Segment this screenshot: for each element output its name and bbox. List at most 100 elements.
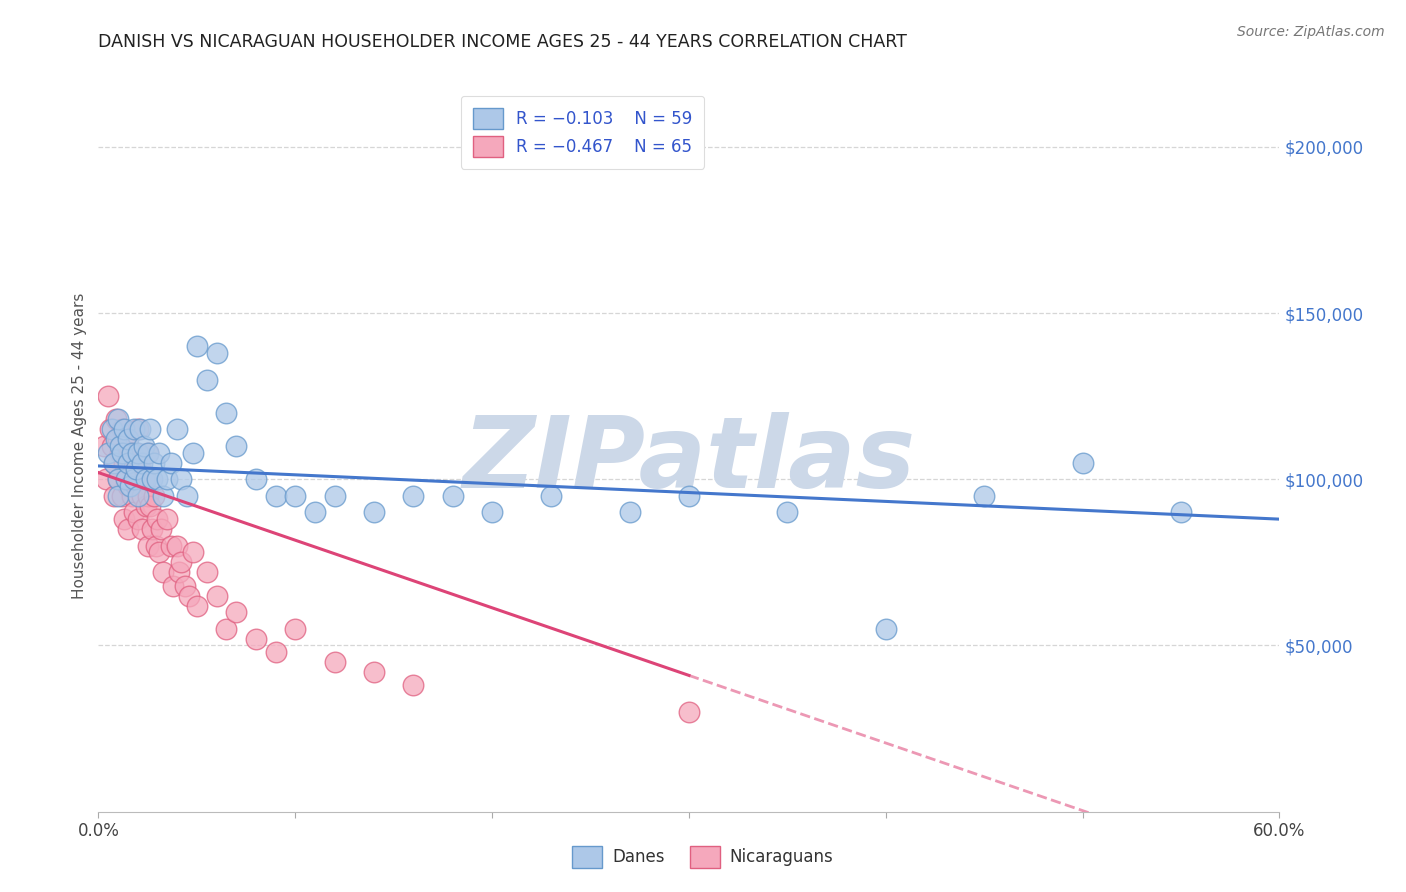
Point — [148, 445, 170, 459]
Point — [162, 579, 184, 593]
Point — [121, 445, 143, 459]
Point — [127, 445, 149, 459]
Point — [107, 412, 129, 426]
Text: ZIPatlas: ZIPatlas — [463, 412, 915, 509]
Point — [105, 412, 128, 426]
Point — [136, 445, 159, 459]
Point — [125, 462, 148, 476]
Point — [107, 433, 129, 447]
Point — [141, 472, 163, 486]
Point — [112, 456, 135, 470]
Point — [170, 555, 193, 569]
Point — [177, 589, 200, 603]
Point — [141, 522, 163, 536]
Point — [135, 472, 157, 486]
Point — [138, 499, 160, 513]
Point — [156, 472, 179, 486]
Point — [127, 512, 149, 526]
Point — [105, 433, 128, 447]
Point — [93, 439, 115, 453]
Point — [195, 566, 218, 580]
Point — [148, 545, 170, 559]
Point — [481, 506, 503, 520]
Point — [156, 512, 179, 526]
Point — [135, 499, 157, 513]
Point — [117, 439, 139, 453]
Point — [145, 539, 167, 553]
Point — [128, 422, 150, 436]
Point — [101, 439, 124, 453]
Point — [540, 489, 562, 503]
Legend: R = −0.103    N = 59, R = −0.467    N = 65: R = −0.103 N = 59, R = −0.467 N = 65 — [461, 96, 704, 169]
Point — [131, 522, 153, 536]
Point — [304, 506, 326, 520]
Point — [166, 422, 188, 436]
Point — [323, 489, 346, 503]
Point — [97, 389, 120, 403]
Point — [186, 599, 208, 613]
Point — [1071, 456, 1094, 470]
Text: DANISH VS NICARAGUAN HOUSEHOLDER INCOME AGES 25 - 44 YEARS CORRELATION CHART: DANISH VS NICARAGUAN HOUSEHOLDER INCOME … — [98, 33, 907, 51]
Point — [264, 645, 287, 659]
Point — [167, 566, 190, 580]
Point — [138, 422, 160, 436]
Point — [264, 489, 287, 503]
Point — [117, 456, 139, 470]
Point — [115, 472, 138, 486]
Point — [215, 622, 238, 636]
Point — [160, 539, 183, 553]
Point — [174, 579, 197, 593]
Point — [108, 439, 131, 453]
Point — [107, 472, 129, 486]
Point — [127, 489, 149, 503]
Point — [117, 522, 139, 536]
Point — [115, 472, 138, 486]
Point — [205, 346, 228, 360]
Point — [136, 445, 159, 459]
Point — [195, 372, 218, 386]
Point — [225, 605, 247, 619]
Point — [160, 456, 183, 470]
Point — [619, 506, 641, 520]
Point — [98, 422, 121, 436]
Point — [363, 506, 385, 520]
Point — [118, 479, 141, 493]
Point — [97, 445, 120, 459]
Point — [121, 456, 143, 470]
Point — [402, 678, 425, 692]
Point — [136, 489, 159, 503]
Point — [678, 489, 700, 503]
Point — [170, 472, 193, 486]
Legend: Danes, Nicaraguans: Danes, Nicaraguans — [561, 834, 845, 880]
Point — [103, 456, 125, 470]
Point — [128, 456, 150, 470]
Point — [111, 422, 134, 436]
Point — [166, 539, 188, 553]
Point — [142, 489, 165, 503]
Point — [96, 472, 118, 486]
Point — [136, 539, 159, 553]
Point — [284, 622, 307, 636]
Point — [111, 445, 134, 459]
Point — [131, 489, 153, 503]
Point — [152, 489, 174, 503]
Point — [118, 445, 141, 459]
Point — [776, 506, 799, 520]
Point — [215, 406, 238, 420]
Point — [117, 479, 139, 493]
Point — [875, 622, 897, 636]
Point — [205, 589, 228, 603]
Point — [245, 632, 267, 646]
Point — [181, 445, 204, 459]
Point — [186, 339, 208, 353]
Point — [150, 522, 173, 536]
Point — [1170, 506, 1192, 520]
Point — [108, 445, 131, 459]
Point — [122, 472, 145, 486]
Point — [323, 655, 346, 669]
Point — [132, 472, 155, 486]
Point — [103, 456, 125, 470]
Point — [122, 506, 145, 520]
Point — [111, 489, 134, 503]
Y-axis label: Householder Income Ages 25 - 44 years: Householder Income Ages 25 - 44 years — [72, 293, 87, 599]
